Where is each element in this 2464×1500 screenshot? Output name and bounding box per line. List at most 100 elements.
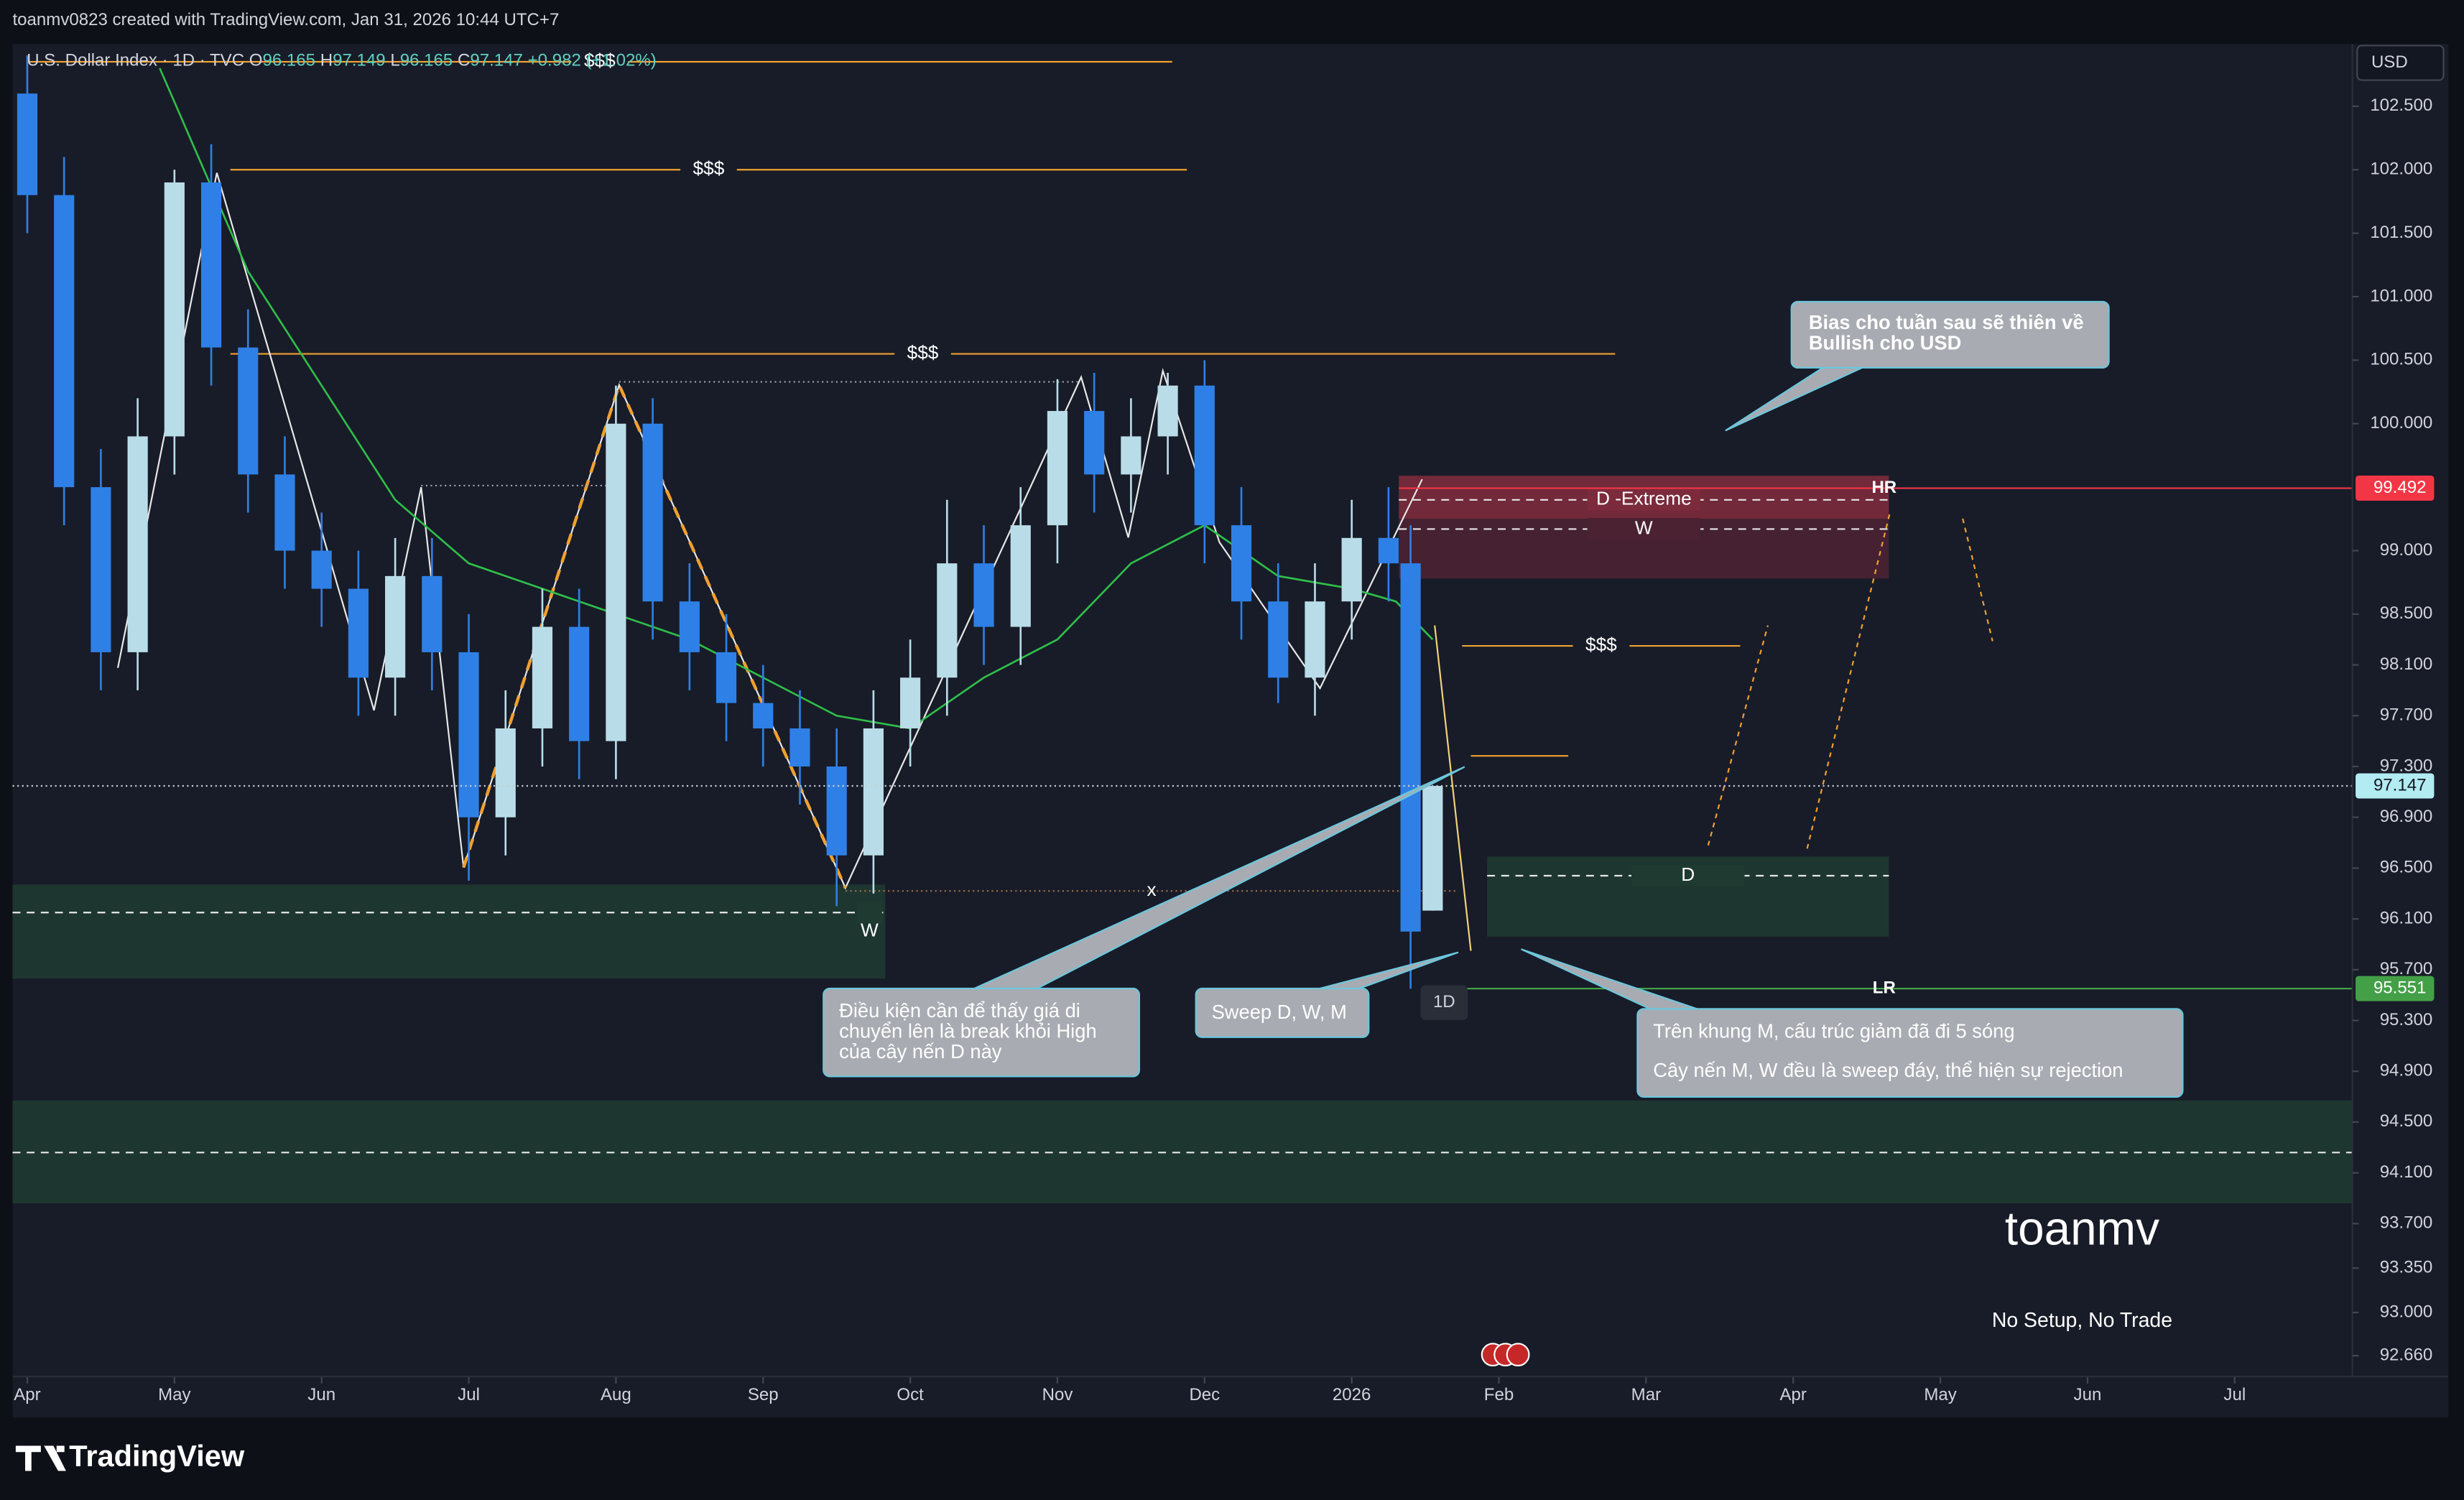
candle-body	[385, 575, 406, 678]
level-label: HR	[1871, 478, 1896, 497]
callout-text: Bullish cho USD	[1809, 331, 1962, 353]
y-tick-label: 93.350	[2380, 1257, 2433, 1277]
candle-body	[1341, 537, 1362, 602]
x-tick-label: Jun	[2074, 1385, 2102, 1404]
y-tick-label: 93.700	[2380, 1213, 2433, 1233]
price-tag	[2356, 773, 2435, 799]
liquidity-label: $$$	[1585, 634, 1617, 655]
zone-label: W	[861, 919, 879, 940]
candle-body	[1194, 385, 1215, 526]
callout-text: Cây nến M, W đều là sweep đáy, thể hiện …	[1653, 1059, 2123, 1081]
callout-text: Điều kiện cần để thấy giá di	[839, 999, 1080, 1022]
x-tick-label: Jul	[458, 1385, 480, 1404]
callout-box	[823, 987, 1141, 1078]
candle-body	[1305, 601, 1325, 678]
event-icons	[1481, 1343, 1530, 1367]
x-tick-label: Sep	[748, 1385, 779, 1404]
y-tick-label: 97.700	[2380, 705, 2433, 725]
price-tag	[2356, 976, 2435, 1001]
candle-body	[606, 423, 626, 741]
x-tick-label: Apr	[1780, 1385, 1807, 1404]
candle-body	[679, 601, 700, 652]
event-icon	[1506, 1343, 1530, 1367]
y-tick-label: 97.300	[2380, 756, 2433, 775]
y-tick-label: 102.000	[2370, 159, 2432, 179]
liquidity-label: $$$	[907, 341, 939, 363]
candle-body	[91, 487, 111, 652]
candle-body	[642, 423, 663, 602]
candle-body	[127, 436, 148, 652]
arrow	[1962, 518, 1993, 642]
low: 96.165	[400, 51, 453, 70]
candle-body	[274, 474, 295, 551]
candle-body	[17, 93, 38, 195]
x-tick-label: Jun	[307, 1385, 335, 1404]
liquidity-label: $$$	[693, 157, 725, 179]
candle-body	[422, 575, 443, 652]
y-tick-label: 96.500	[2380, 858, 2433, 877]
candle-body	[311, 550, 332, 589]
x-tick-label: 2026	[1333, 1385, 1371, 1404]
credit: toanmv0823 created with TradingView.com,…	[13, 10, 560, 29]
h-label: H	[320, 51, 333, 70]
zone-label-bg	[1587, 518, 1701, 540]
candle-body	[1157, 385, 1178, 437]
y-tick-label: 94.900	[2380, 1061, 2433, 1080]
y-tick-label: 100.500	[2370, 350, 2432, 369]
candle-body	[569, 626, 590, 741]
currency: USD	[2371, 52, 2408, 72]
c-label: C	[458, 51, 470, 70]
liquidity-label: $$$	[584, 50, 616, 71]
symbol: U.S. Dollar Index · 1D · TVC	[27, 51, 244, 70]
y-tick-label: 96.900	[2380, 807, 2433, 826]
candle-body	[1268, 601, 1289, 678]
interval: 1D	[1433, 992, 1455, 1011]
candle-body	[532, 626, 553, 728]
price-tag-label: 97.147	[2373, 775, 2427, 795]
x-tick-label: Aug	[601, 1385, 631, 1404]
y-tick-label: 100.000	[2370, 413, 2432, 432]
callout-text: Bias cho tuần sau sẽ thiên về	[1809, 311, 2084, 333]
candle-body	[1084, 411, 1105, 475]
candle-body	[348, 588, 369, 678]
candle-body	[1400, 563, 1421, 932]
candle-body	[1378, 537, 1399, 564]
x-tick-label: Dec	[1189, 1385, 1220, 1404]
high: 97.149	[333, 51, 386, 70]
brand-logo	[15, 1445, 66, 1471]
candle-body	[200, 182, 222, 348]
y-tick-label: 101.000	[2370, 286, 2432, 305]
zone-label: W	[1635, 517, 1653, 538]
y-tick-label: 96.100	[2380, 908, 2433, 927]
x-tick-label: Apr	[14, 1385, 40, 1404]
zone-label-bg	[1631, 864, 1745, 887]
currency-box	[2356, 45, 2445, 81]
zone-label-bg	[856, 901, 882, 924]
brand: TradingView	[69, 1439, 245, 1473]
candle-body	[458, 652, 479, 818]
candle-body	[164, 182, 185, 437]
price-tag	[2356, 476, 2435, 501]
y-tick-label: 98.100	[2380, 654, 2433, 674]
callout-box	[1195, 987, 1370, 1038]
candle-body	[238, 347, 259, 475]
zone-label-bg	[1587, 489, 1701, 511]
candle-body	[973, 563, 994, 627]
price-tag-label: 99.492	[2373, 478, 2427, 497]
candle-body	[1422, 786, 1443, 911]
candle-body	[863, 728, 884, 856]
arrow	[1806, 510, 1891, 849]
arrow	[1707, 625, 1769, 846]
y-tick-label: 95.300	[2380, 1010, 2433, 1029]
y-tick-label: 99.000	[2380, 540, 2433, 560]
callout-text: Trên khung M, cấu trúc giảm đã đi 5 sóng	[1653, 1019, 2014, 1042]
x-tick-label: Feb	[1484, 1385, 1514, 1404]
change: +0.982 (+1.02%)	[528, 51, 657, 70]
callout-text: chuyển lên là break khỏi High	[839, 1019, 1097, 1042]
y-tick-label: 92.660	[2380, 1345, 2433, 1364]
y-tick-label: 101.500	[2370, 223, 2432, 242]
y-tick-label: 95.700	[2380, 959, 2433, 978]
interval-box	[1420, 985, 1468, 1020]
x-tick-label: Nov	[1042, 1385, 1073, 1404]
